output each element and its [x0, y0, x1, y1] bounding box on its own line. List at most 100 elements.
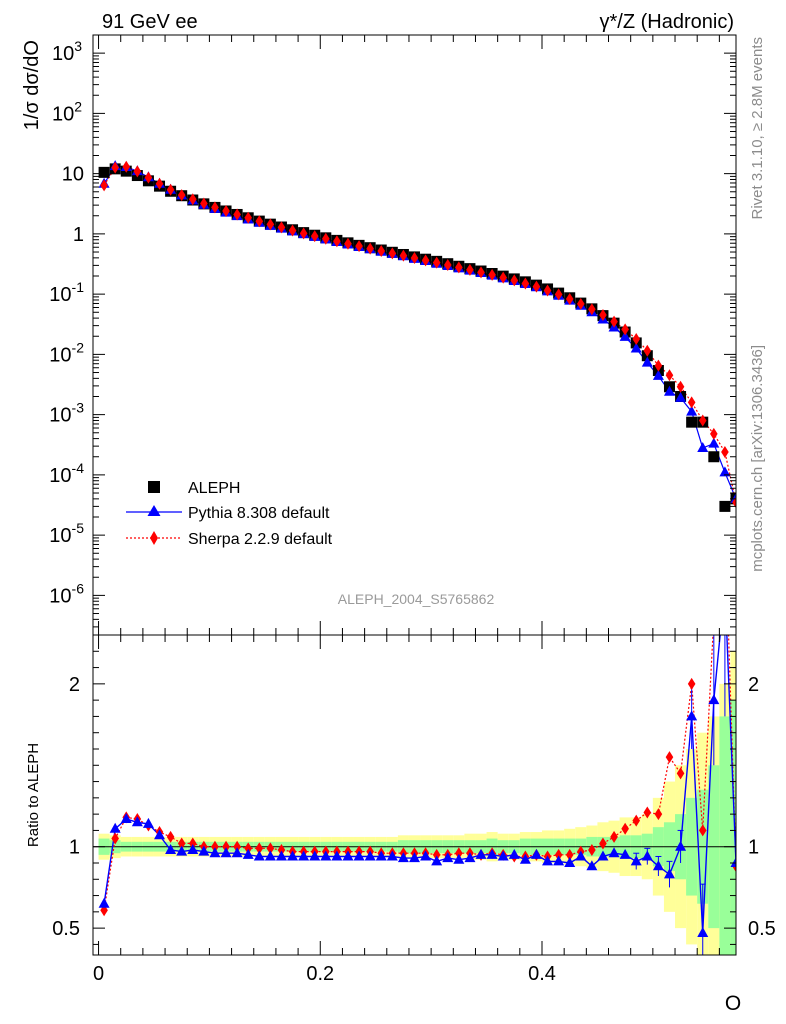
- aleph-point: [719, 500, 731, 512]
- sherpa-ratio-point: [610, 830, 618, 843]
- pythia-ratio-point: [652, 860, 664, 871]
- sherpa-point: [410, 251, 419, 264]
- sherpa-ratio-point: [554, 848, 563, 861]
- process-label: γ*/Z (Hadronic): [600, 11, 734, 33]
- pythia-ratio-point: [553, 855, 565, 866]
- pythia-point: [675, 391, 687, 402]
- sherpa-point: [333, 235, 341, 248]
- pythia-ratio-point: [131, 816, 143, 827]
- pythia-point: [641, 356, 653, 367]
- ratio-y-tick-label: 2: [69, 674, 80, 696]
- sherpa-point: [687, 396, 696, 409]
- sherpa-ratio-point: [233, 840, 241, 853]
- sherpa-point: [155, 177, 164, 190]
- pythia-ratio-point: [375, 850, 387, 861]
- sherpa-point: [200, 197, 208, 210]
- legend-label-pythia: Pythia 8.308 default: [188, 505, 330, 522]
- pythia-ratio-point: [187, 843, 199, 854]
- sherpa-point: [133, 165, 142, 178]
- sherpa-point: [576, 297, 585, 310]
- sherpa-point: [299, 227, 308, 240]
- sherpa-ratio-point: [177, 837, 186, 850]
- sherpa-point: [521, 277, 530, 290]
- sherpa-point: [588, 303, 596, 316]
- sherpa-ratio-point: [665, 751, 674, 764]
- sherpa-point: [122, 160, 131, 173]
- main-y-tick-label: 1: [73, 224, 84, 246]
- ratio-y-ticks: 0.5 0.5 1 1 2 2: [52, 650, 776, 945]
- pythia-ratio-point: [608, 847, 620, 858]
- sherpa-ratio-point: [455, 847, 463, 860]
- sherpa-point: [477, 266, 485, 279]
- sherpa-point: [543, 284, 552, 297]
- sherpa-point: [455, 261, 463, 274]
- pythia-ratio-point: [409, 852, 420, 863]
- pythia-ratio-point: [220, 847, 232, 858]
- pythia-ratio-point: [287, 850, 299, 861]
- sherpa-ratio-point: [676, 767, 685, 780]
- aleph-point: [686, 416, 698, 428]
- ratio-y-tick-label-right: 0.5: [748, 918, 776, 940]
- pythia-ratio-point: [209, 847, 221, 858]
- sherpa-point: [177, 189, 186, 202]
- legend-label-sherpa: Sherpa 2.2.9 default: [188, 531, 333, 548]
- pythia-ratio-point: [564, 856, 576, 867]
- pythia-ratio-point: [309, 850, 321, 861]
- ratio-frame: [92, 634, 737, 956]
- sherpa-ratio-point: [588, 843, 596, 856]
- pythia-ratio-point: [142, 817, 154, 828]
- sherpa-point: [488, 268, 496, 281]
- pythia-ratio-point: [475, 848, 487, 859]
- sherpa-ratio-point: [698, 824, 707, 837]
- pythia-ratio-point: [686, 710, 698, 721]
- pythia-ratio-point: [641, 850, 653, 861]
- sherpa-point: [643, 344, 652, 357]
- pythia-ratio-point: [508, 848, 520, 859]
- pythia-ratio-point: [165, 843, 177, 854]
- legend-entry-aleph: ALEPH: [148, 480, 240, 497]
- pythia-ratio-point: [264, 850, 276, 861]
- sherpa-point: [277, 221, 286, 234]
- pythia-ratio-point: [320, 850, 332, 861]
- main-y-axis-label: 1/σ dσ/dO: [21, 40, 43, 130]
- sherpa-point: [698, 414, 707, 427]
- sherpa-ratio-line: [103, 635, 736, 911]
- main-plot-area: [98, 160, 736, 635]
- sherpa-ratio-point: [599, 837, 607, 850]
- pythia-ratio-point: [231, 847, 243, 858]
- pythia-ratio-point: [708, 694, 720, 705]
- sherpa-point: [255, 215, 264, 228]
- sherpa-point: [499, 271, 507, 284]
- ratio-y-tick-label-right: 1: [748, 837, 759, 859]
- sherpa-point: [554, 288, 563, 301]
- pythia-point: [619, 330, 631, 341]
- sherpa-ratio-point: [266, 842, 275, 855]
- pythia-ratio-point: [486, 848, 498, 859]
- pythia-point: [719, 466, 731, 477]
- pythia-ratio-point: [530, 848, 542, 859]
- pythia-ratio-point: [420, 850, 432, 861]
- sherpa-point: [377, 244, 386, 257]
- pythia-ratio-point: [364, 850, 376, 861]
- sherpa-point: [610, 315, 618, 328]
- pythia-ratio-point: [98, 897, 110, 908]
- main-y-tick-label: 10: [62, 164, 84, 186]
- sherpa-point: [432, 256, 441, 269]
- sherpa-ratio-point: [244, 842, 253, 855]
- x-axis-label: O: [725, 992, 741, 1015]
- pythia-ratio-point: [275, 850, 287, 861]
- sherpa-point: [443, 258, 452, 271]
- pythia-ratio-point: [675, 840, 687, 851]
- pythia-ratio-point: [464, 852, 476, 863]
- x-tick-label: 0.2: [306, 963, 334, 985]
- sherpa-point: [532, 280, 541, 293]
- ratio-y-tick-label: 1: [69, 837, 80, 859]
- pythia-ratio-point: [697, 927, 709, 938]
- sherpa-point: [466, 263, 474, 276]
- sherpa-ratio-point: [632, 814, 641, 827]
- sherpa-point: [421, 254, 430, 267]
- pythia-ratio-point: [575, 850, 587, 861]
- pythia-ratio-point: [630, 855, 642, 866]
- sherpa-point: [310, 230, 319, 243]
